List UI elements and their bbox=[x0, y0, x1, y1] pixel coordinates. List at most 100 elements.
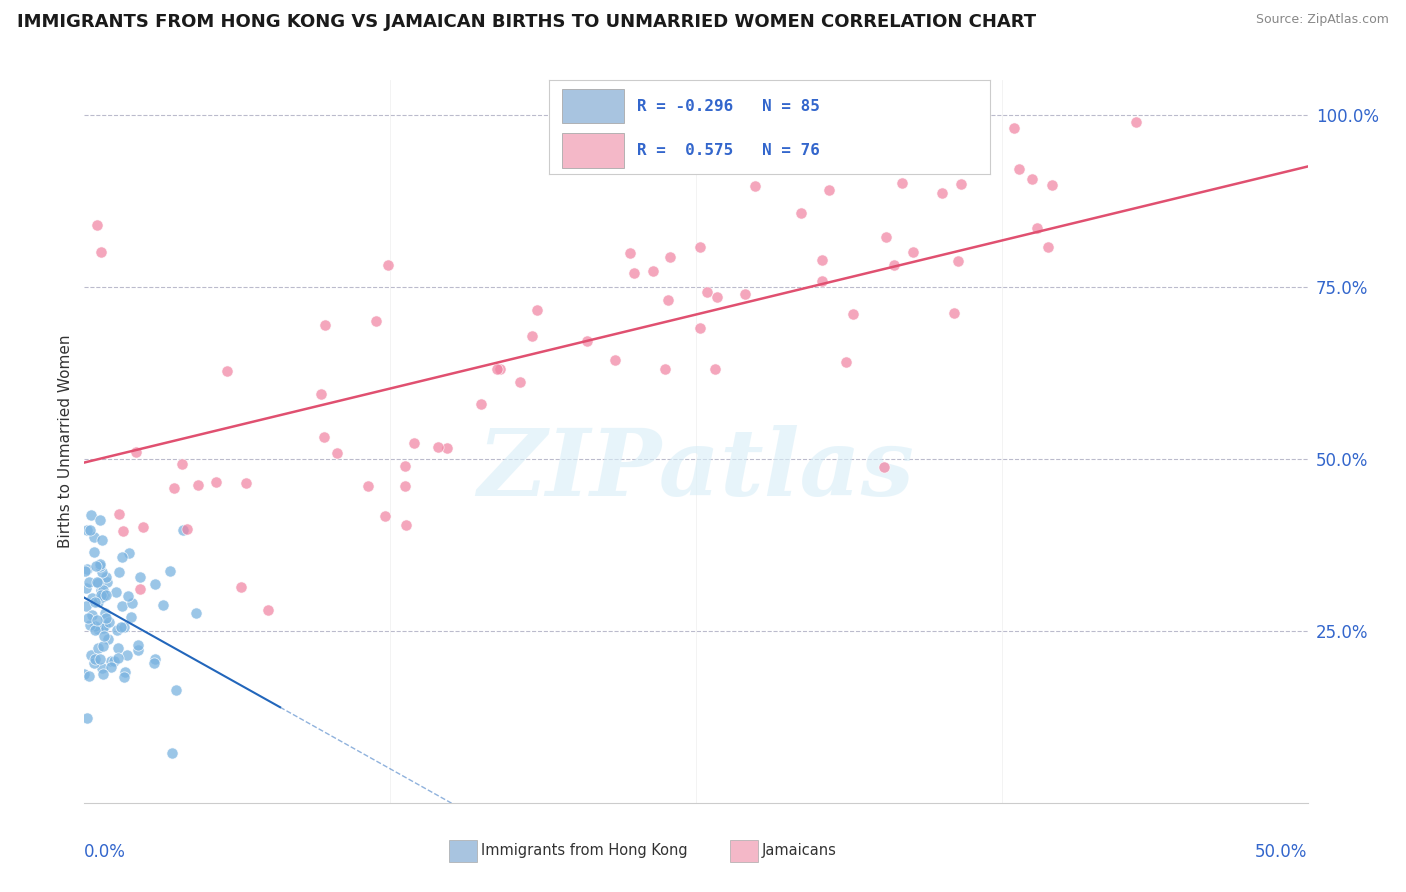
Point bbox=[112, 670, 135, 684]
Point bbox=[103, 654, 125, 668]
Point bbox=[128, 570, 150, 584]
Point bbox=[91, 590, 114, 604]
Point bbox=[94, 611, 117, 625]
Point bbox=[485, 362, 508, 376]
Point bbox=[1021, 172, 1043, 186]
Point bbox=[427, 440, 450, 454]
Point bbox=[229, 580, 252, 594]
Point bbox=[93, 606, 115, 620]
Point bbox=[75, 565, 97, 579]
Point bbox=[90, 583, 112, 598]
Point bbox=[90, 533, 112, 548]
Point bbox=[875, 229, 897, 244]
Point bbox=[90, 588, 112, 602]
Point bbox=[82, 608, 104, 623]
Point bbox=[84, 623, 107, 637]
Point bbox=[89, 513, 111, 527]
Point bbox=[84, 559, 107, 574]
Point bbox=[689, 240, 711, 254]
Point bbox=[170, 457, 193, 471]
Y-axis label: Births to Unmarried Women: Births to Unmarried Women bbox=[58, 334, 73, 549]
Point bbox=[163, 481, 186, 495]
Point bbox=[658, 250, 681, 264]
Point bbox=[165, 682, 187, 697]
Point bbox=[176, 522, 198, 536]
Point bbox=[641, 264, 664, 278]
Point bbox=[77, 611, 100, 625]
Point bbox=[696, 285, 718, 299]
Text: Source: ZipAtlas.com: Source: ZipAtlas.com bbox=[1256, 13, 1389, 27]
Point bbox=[377, 258, 399, 272]
Point bbox=[108, 507, 131, 521]
Point bbox=[76, 711, 98, 725]
Point bbox=[129, 582, 152, 596]
Point bbox=[111, 599, 134, 614]
Point bbox=[83, 595, 105, 609]
Point bbox=[94, 570, 117, 584]
Point bbox=[89, 652, 111, 666]
Point bbox=[117, 589, 139, 603]
Point bbox=[76, 523, 98, 537]
Point bbox=[706, 290, 728, 304]
Point bbox=[309, 386, 332, 401]
Point bbox=[91, 639, 114, 653]
Point bbox=[172, 524, 194, 538]
Point bbox=[605, 353, 627, 368]
Point bbox=[87, 595, 110, 609]
Point bbox=[818, 182, 841, 196]
Point bbox=[91, 667, 114, 681]
Text: ZIPatlas: ZIPatlas bbox=[478, 425, 914, 516]
Point bbox=[404, 436, 426, 450]
Point bbox=[619, 246, 641, 260]
Point bbox=[1040, 178, 1063, 192]
Point bbox=[94, 617, 117, 632]
Point bbox=[142, 656, 165, 670]
Point bbox=[79, 618, 101, 632]
Point bbox=[110, 620, 132, 634]
Point bbox=[394, 459, 416, 474]
Point bbox=[949, 161, 972, 175]
Point bbox=[810, 274, 832, 288]
Point bbox=[931, 186, 953, 200]
Point bbox=[689, 321, 711, 335]
Point bbox=[235, 475, 257, 490]
Point bbox=[436, 441, 458, 455]
Point bbox=[121, 596, 143, 610]
Point bbox=[744, 178, 766, 193]
Point bbox=[114, 665, 136, 679]
Point bbox=[108, 565, 131, 579]
Point bbox=[80, 508, 103, 522]
Point bbox=[107, 651, 129, 665]
Point bbox=[75, 599, 97, 614]
Point bbox=[87, 622, 110, 636]
Point bbox=[105, 624, 128, 638]
Point bbox=[657, 293, 679, 307]
Point bbox=[159, 565, 181, 579]
Text: Immigrants from Hong Kong: Immigrants from Hong Kong bbox=[481, 844, 688, 858]
Point bbox=[364, 314, 387, 328]
Point bbox=[86, 613, 108, 627]
Point bbox=[118, 546, 141, 560]
Point bbox=[77, 574, 100, 589]
Point bbox=[257, 603, 280, 617]
Point bbox=[394, 479, 416, 493]
Point bbox=[79, 523, 101, 537]
Point bbox=[80, 591, 103, 605]
Point bbox=[89, 557, 111, 571]
Point bbox=[703, 362, 725, 376]
Point bbox=[187, 478, 209, 492]
Text: Jamaicans: Jamaicans bbox=[762, 844, 837, 858]
Point bbox=[623, 266, 645, 280]
Point bbox=[152, 598, 174, 612]
Point bbox=[654, 361, 676, 376]
Point bbox=[143, 577, 166, 591]
Point bbox=[948, 130, 970, 145]
Point bbox=[93, 588, 115, 602]
Text: IMMIGRANTS FROM HONG KONG VS JAMAICAN BIRTHS TO UNMARRIED WOMEN CORRELATION CHAR: IMMIGRANTS FROM HONG KONG VS JAMAICAN BI… bbox=[17, 13, 1036, 31]
Point bbox=[834, 355, 856, 369]
Point bbox=[84, 652, 107, 666]
Point bbox=[162, 746, 184, 760]
Point bbox=[946, 253, 969, 268]
Point bbox=[790, 206, 813, 220]
Point bbox=[104, 585, 127, 599]
